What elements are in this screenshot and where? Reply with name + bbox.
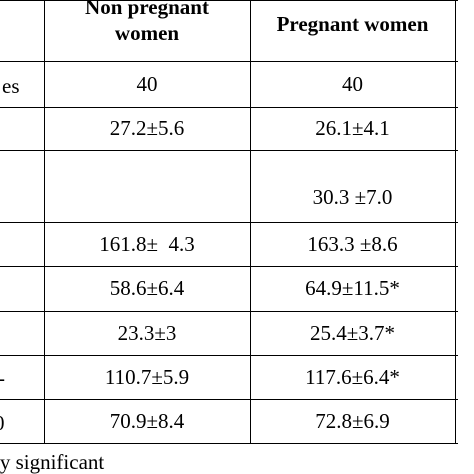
column-divider [44,0,45,444]
table-cell: 30.3 ±7.0 [312,184,393,209]
table-cell: 26.1±4.1 [315,116,390,140]
table-cell: 110.7±5.9 [104,364,190,389]
header-non-pregnant: Non pregnant women [44,0,250,46]
table-cell: 72.8±6.9 [315,408,390,433]
header-bottom-border [0,61,458,62]
table-bottom-border [0,443,458,444]
row-label-row7: - [0,368,5,389]
row-divider [0,107,458,108]
row-divider [0,222,458,223]
table-cell: 40 [342,71,363,96]
table-cell: 161.8± 4.3 [99,231,195,256]
header-non-pregnant-line2: women [114,21,180,45]
row-divider [0,399,458,400]
table-top-border [0,0,458,1]
table-cell [44,150,250,222]
table-cell: 25.4±3.7* [309,320,396,345]
table-cell: 163.3 ±8.6 [307,231,398,256]
header-non-pregnant-line1: Non pregnant [85,0,209,19]
header-pregnant-label: Pregnant women [276,12,429,36]
table-cell: 58.6±6.4 [109,276,185,300]
table-cell: 27.2±5.6 [109,116,185,140]
column-divider [455,0,456,444]
table-footnote: ly significant [0,450,105,474]
column-divider [250,0,251,444]
row-divider [0,355,458,356]
table-cell: 70.9±8.4 [109,408,185,433]
header-pregnant: Pregnant women [250,11,455,37]
table-cell: 117.6±6.4* [305,364,400,389]
row-label-row8: 0 [0,413,5,434]
table-cell: 40 [136,71,158,96]
table-cell: 23.3±3 [117,320,177,345]
table-cell: 64.9±11.5* [305,276,400,300]
row-divider [0,311,458,312]
row-divider [0,266,458,267]
row-divider [0,150,458,151]
row-label-cases: es [2,74,20,98]
